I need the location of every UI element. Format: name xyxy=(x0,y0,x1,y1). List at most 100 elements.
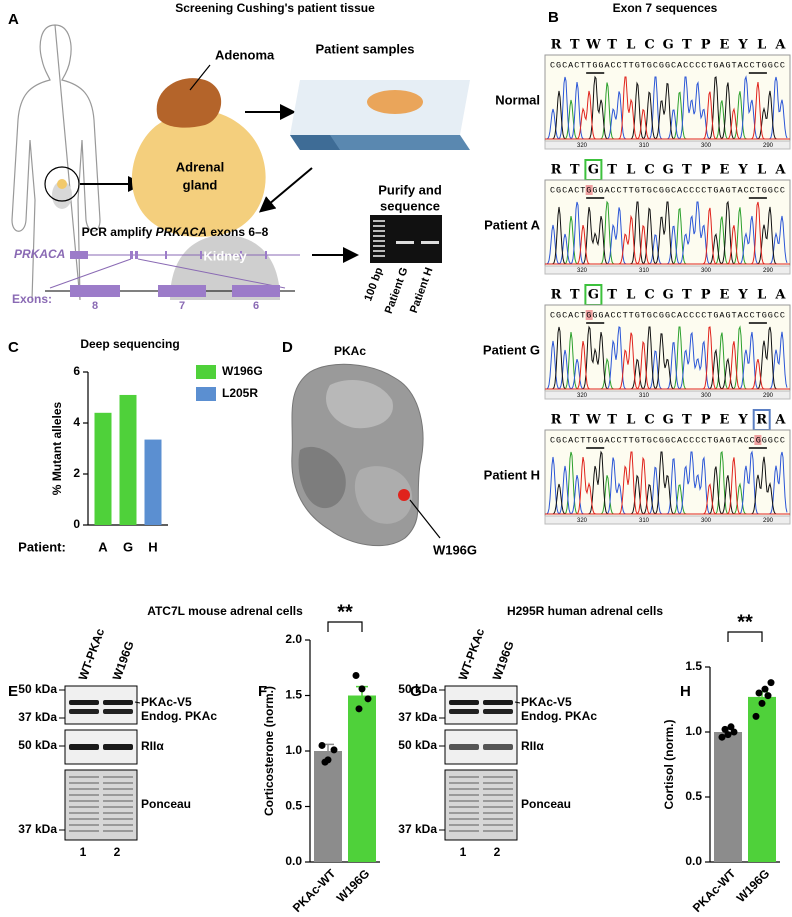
data-point xyxy=(758,699,766,707)
residue: P xyxy=(701,38,711,53)
pcr-part: exons 6–8 xyxy=(207,225,269,239)
position: 320 xyxy=(577,518,588,524)
marker: 37 kDa xyxy=(18,710,57,724)
band xyxy=(103,700,133,705)
panel-title: H295R human adrenal cells xyxy=(507,604,663,618)
legend-swatch xyxy=(196,365,216,379)
position: 310 xyxy=(639,393,650,399)
significance-bracket xyxy=(727,631,763,642)
residue: T xyxy=(570,38,580,53)
blot xyxy=(444,769,518,841)
residue: C xyxy=(644,413,654,428)
label: Adrenal xyxy=(176,159,224,174)
residue: A xyxy=(774,38,786,53)
chart-title: Deep sequencing xyxy=(80,337,179,351)
band-label: RIIα xyxy=(521,739,544,753)
data-point xyxy=(727,723,735,731)
ponceau-band xyxy=(69,782,99,784)
position: 290 xyxy=(763,393,774,399)
panel-title: PKAc xyxy=(334,344,366,358)
data-point xyxy=(767,679,775,687)
ponceau-band xyxy=(449,806,479,808)
residue: T xyxy=(607,163,617,178)
residue: Y xyxy=(737,413,748,428)
band-label: RIIα xyxy=(141,739,164,753)
position: 290 xyxy=(763,268,774,274)
legend-label: W196G xyxy=(222,364,263,378)
residue: Y xyxy=(737,38,748,53)
data-point xyxy=(321,758,329,766)
band-label: Ponceau xyxy=(141,797,191,811)
x-tick-label: G xyxy=(123,539,133,554)
lane-number: 2 xyxy=(114,845,121,859)
sequence: CGCACTGGGACCTTGTGCGGCACCCCTGAGTACCTGGCC xyxy=(550,310,785,320)
y-tick-label: 0 xyxy=(73,517,80,531)
panel-title: Screening Cushing's patient tissue xyxy=(175,1,375,15)
residue: C xyxy=(644,288,654,303)
ponceau-band xyxy=(69,830,99,832)
marker: 37 kDa xyxy=(398,822,437,836)
significance-bracket xyxy=(327,621,363,632)
mutation-highlight xyxy=(585,185,593,195)
position: 310 xyxy=(639,268,650,274)
position: 300 xyxy=(701,518,712,524)
ponceau-band xyxy=(483,806,513,808)
significance: ** xyxy=(737,611,753,633)
ponceau-band xyxy=(483,782,513,784)
ponceau-band xyxy=(449,794,479,796)
residue: G xyxy=(663,413,674,428)
residue: L xyxy=(757,288,766,303)
marker: 50 kDa xyxy=(18,738,57,752)
y-tick-label: 0.0 xyxy=(285,854,302,868)
residue: E xyxy=(719,288,729,303)
band xyxy=(103,709,133,714)
residue: G xyxy=(588,288,599,303)
residue: L xyxy=(757,163,766,178)
ponceau-band xyxy=(69,800,99,802)
ponceau-band xyxy=(103,800,133,802)
residue: Y xyxy=(737,163,748,178)
residue: R xyxy=(551,163,562,178)
ponceau-band xyxy=(69,824,99,826)
chromatogram-frame xyxy=(544,304,791,400)
pcr-label: PCR amplify PRKACA exons 6–8 xyxy=(82,225,269,239)
residue: W xyxy=(585,38,601,53)
bar xyxy=(714,732,742,862)
band-label: Ponceau xyxy=(521,797,571,811)
x-tick-label: A xyxy=(98,539,108,554)
x-tick-label: W196G xyxy=(334,866,373,905)
data-point xyxy=(764,692,772,700)
ponceau-band xyxy=(69,812,99,814)
band-label: Endog. PKAc xyxy=(141,709,217,723)
residue: C xyxy=(644,163,654,178)
band xyxy=(449,709,479,714)
exon-number: 7 xyxy=(179,300,185,312)
residue: R xyxy=(551,38,562,53)
label: gland xyxy=(183,177,218,192)
position: 320 xyxy=(577,143,588,149)
bar xyxy=(314,751,342,862)
residue: L xyxy=(626,413,635,428)
gene-label: PRKACA xyxy=(14,247,65,261)
y-axis-label: Corticosterone (norm.) xyxy=(262,686,276,816)
ponceau-band xyxy=(449,800,479,802)
ponceau-band xyxy=(103,806,133,808)
ponceau-band xyxy=(483,818,513,820)
residue: P xyxy=(701,163,711,178)
band xyxy=(449,700,479,705)
ponceau-band xyxy=(103,794,133,796)
lane-number: 2 xyxy=(494,845,501,859)
data-point xyxy=(318,741,326,749)
lane-number: 1 xyxy=(80,845,87,859)
y-tick-label: 1.5 xyxy=(285,688,302,702)
data-point xyxy=(752,712,760,720)
ponceau-band xyxy=(103,788,133,790)
data-point xyxy=(730,728,738,736)
lane-label: WT-PKAc xyxy=(76,626,108,682)
data-point xyxy=(761,685,769,693)
blot xyxy=(64,769,138,841)
y-tick-label: 0.5 xyxy=(685,789,702,803)
ponceau-band xyxy=(449,824,479,826)
bar xyxy=(348,695,376,862)
y-tick-label: 1.5 xyxy=(685,659,702,673)
